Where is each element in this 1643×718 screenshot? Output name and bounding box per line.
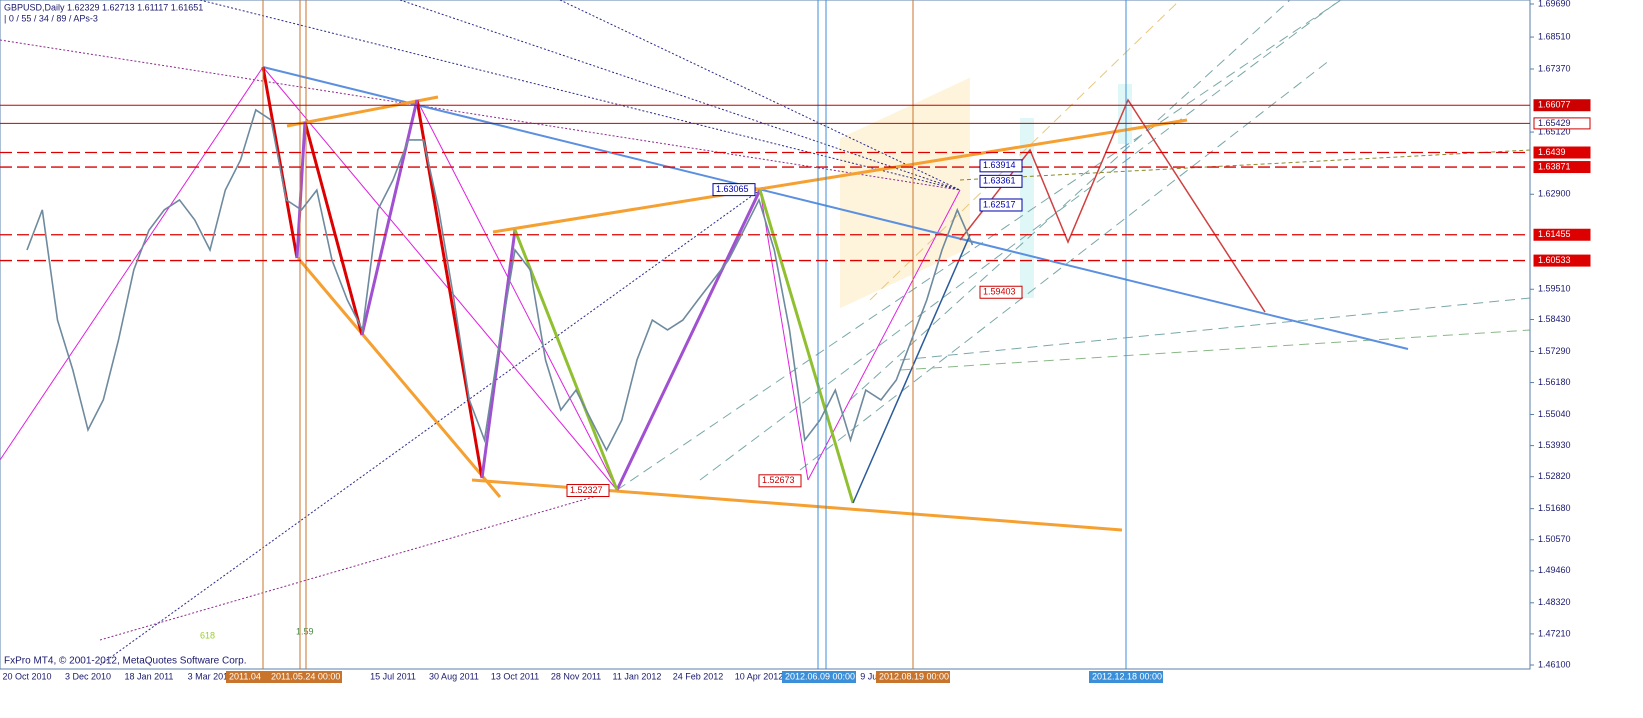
chart-title: GBPUSD,Daily 1.62329 1.62713 1.61117 1.6… <box>4 2 203 12</box>
price-label: 1.52673 <box>762 475 795 485</box>
time-marker-label: 2011.04 <box>229 671 261 681</box>
x-tick-label: 13 Oct 2011 <box>491 671 539 681</box>
level-label: 1.63871 <box>1538 161 1571 171</box>
footer: FxPro MT4, © 2001-2012, MetaQuotes Softw… <box>4 656 246 667</box>
x-tick-label: 10 Apr 2012 <box>735 671 784 681</box>
price-label: 1.62517 <box>983 199 1016 209</box>
y-tick-label: 1.69690 <box>1538 0 1571 8</box>
time-marker-label: 2012.12.18 00:00 <box>1092 671 1162 681</box>
price-label: 1.59403 <box>983 287 1016 297</box>
x-tick-label: 3 Mar 2011 <box>188 671 233 681</box>
price-label-box <box>758 474 802 488</box>
time-marker-label: 2012.06.09 00:00 <box>785 671 855 681</box>
level-label-box <box>1533 161 1591 174</box>
y-tick-label: 1.47210 <box>1538 628 1571 638</box>
price-label: 1.63065 <box>716 184 749 194</box>
y-tick-label: 1.58430 <box>1538 314 1571 324</box>
x-tick-label: 15 Jul 2011 <box>370 671 416 681</box>
level-label: 1.6439 <box>1538 147 1566 157</box>
price-label: 1.52327 <box>570 485 603 495</box>
y-tick-label: 1.55040 <box>1538 409 1571 419</box>
y-tick-label: 1.68510 <box>1538 31 1571 41</box>
price-label: 1.63361 <box>983 176 1016 186</box>
y-tick-label: 1.50570 <box>1538 534 1571 544</box>
time-marker-box <box>782 671 856 683</box>
x-tick-label: 28 Nov 2011 <box>551 671 601 681</box>
level-label-box <box>1533 117 1591 130</box>
x-tick-label: 24 Feb 2012 <box>673 671 724 681</box>
level-label: 1.66077 <box>1538 100 1571 110</box>
level-label: 1.65429 <box>1538 118 1571 128</box>
y-tick-label: 1.67370 <box>1538 63 1571 73</box>
y-tick-label: 1.53930 <box>1538 440 1571 450</box>
note: 1.59 <box>296 626 314 636</box>
price-label-box <box>979 159 1023 173</box>
y-tick-label: 1.46100 <box>1538 659 1571 669</box>
y-tick-label: 1.52820 <box>1538 471 1571 481</box>
time-marker-label: 2011.05.24 00:00 <box>271 671 340 681</box>
price-label-box <box>712 183 756 197</box>
level-label: 1.61455 <box>1538 229 1571 239</box>
x-tick-label: 20 Oct 2010 <box>2 671 51 681</box>
price-line <box>26 108 974 452</box>
x-tick-label: 18 Jan 2011 <box>125 671 174 681</box>
level-label-box <box>1533 146 1591 159</box>
x-tick-label: 11 Jan 2012 <box>613 671 662 681</box>
y-tick-label: 1.49460 <box>1538 565 1571 575</box>
y-tick-label: 1.62900 <box>1538 189 1571 199</box>
y-tick-label: 1.65120 <box>1538 126 1571 136</box>
level-label: 1.60533 <box>1538 255 1571 265</box>
y-tick-label: 1.57290 <box>1538 346 1571 356</box>
price-label-box <box>566 484 610 498</box>
time-marker-box <box>268 671 342 683</box>
level-label-box <box>1533 228 1591 241</box>
level-label-box <box>1533 254 1591 267</box>
price-label-box <box>979 198 1023 212</box>
x-tick-label: 30 Aug 2011 <box>429 671 479 681</box>
time-marker-box <box>1089 671 1163 683</box>
price-label: 1.63914 <box>983 160 1016 170</box>
y-tick-label: 1.59510 <box>1538 284 1571 294</box>
chart-subtitle: | 0 / 55 / 34 / 89 / APs-3 <box>4 13 98 23</box>
price-label-box <box>979 174 1023 188</box>
price-label-box <box>979 285 1023 299</box>
time-marker-box <box>876 671 950 683</box>
y-tick-label: 1.56180 <box>1538 377 1571 387</box>
y-tick-label: 1.48320 <box>1538 597 1571 607</box>
note: 618 <box>200 630 215 640</box>
time-marker-box <box>226 671 270 683</box>
x-tick-label: 3 Dec 2010 <box>65 671 111 681</box>
time-marker-label: 2012.08.19 00:00 <box>879 671 949 681</box>
y-tick-label: 1.51680 <box>1538 503 1571 513</box>
plot-area <box>0 0 1531 670</box>
level-label-box <box>1533 99 1591 112</box>
